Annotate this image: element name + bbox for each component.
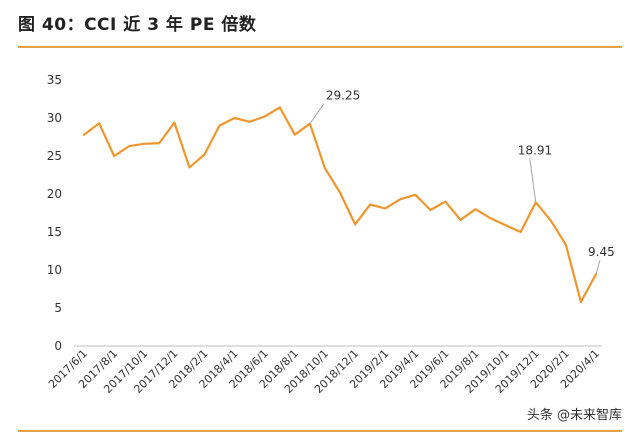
- annotation-label: 29.25: [326, 89, 360, 103]
- annotation-leader: [529, 158, 537, 203]
- series-line: [82, 106, 598, 303]
- top-divider: [18, 46, 622, 48]
- annotation-label: 9.45: [588, 245, 615, 259]
- x-axis: 2017/6/12017/8/12017/10/12017/12/12018/2…: [46, 345, 602, 396]
- series-group: [82, 106, 598, 303]
- y-axis: 0 5 10 15 20 25 30 35: [47, 73, 62, 353]
- y-tick-label: 5: [54, 301, 62, 315]
- annotation-group: 29.25 18.91 9.45: [309, 89, 615, 275]
- annotation-leader: [595, 260, 601, 275]
- watermark: 头条 @未来智库: [526, 408, 622, 423]
- bottom-divider: [18, 430, 622, 432]
- y-tick-label: 25: [47, 149, 62, 163]
- y-tick-label: 30: [47, 111, 62, 125]
- figure-title: 图 40：CCI 近 3 年 PE 倍数: [18, 15, 257, 35]
- y-tick-label: 0: [54, 339, 62, 353]
- annotation-label: 18.91: [518, 143, 552, 157]
- annotation-leader: [309, 103, 325, 124]
- y-tick-label: 35: [47, 73, 62, 87]
- y-tick-label: 20: [47, 187, 62, 201]
- y-tick-label: 15: [47, 225, 62, 239]
- y-tick-label: 10: [47, 263, 62, 277]
